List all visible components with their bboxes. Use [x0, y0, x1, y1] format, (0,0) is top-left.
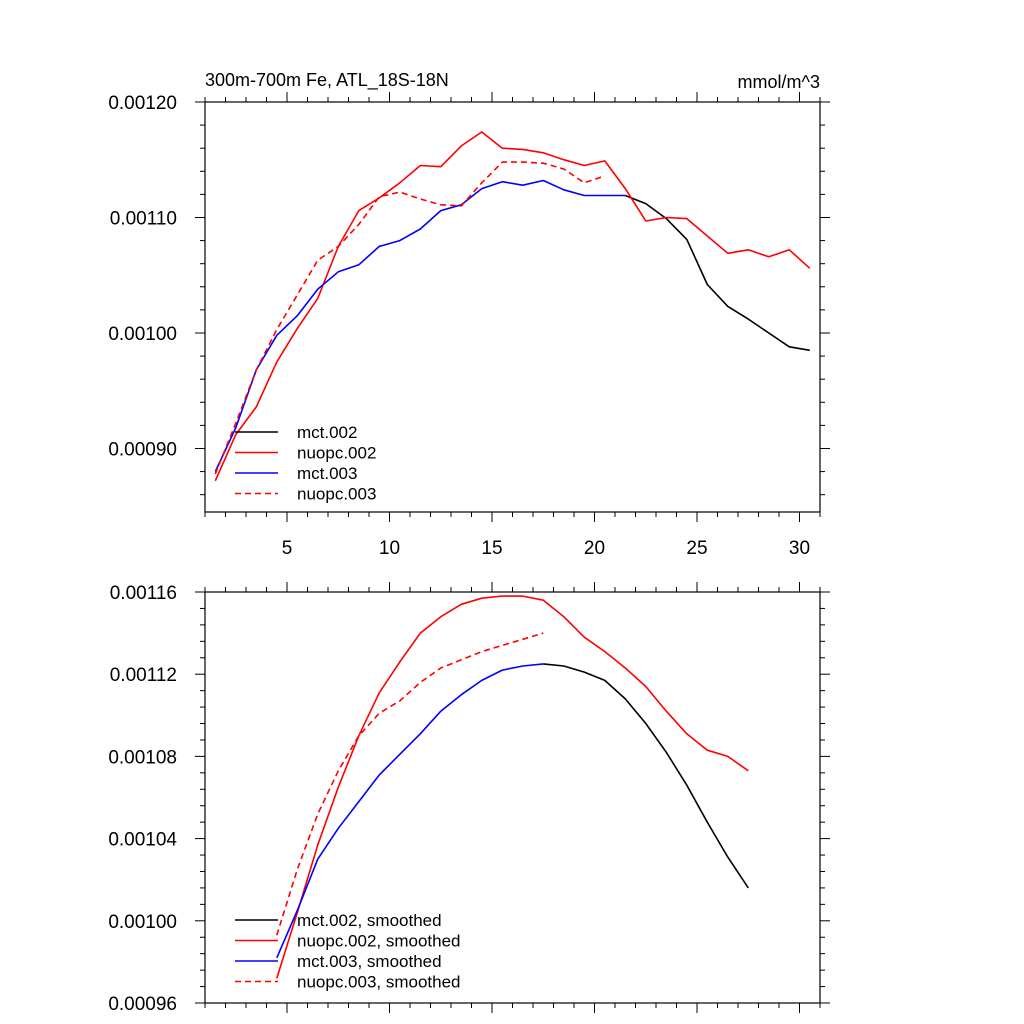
panel-2: 0.00096 0.00100 0.00104 0.00108 0.00112 0.001…	[108, 582, 830, 1015]
y-axis-ticks	[195, 101, 830, 496]
legend: mct.002, smoothed nuopc.002, smoothedmct.…	[235, 911, 461, 992]
y-tick-label: 0.00108	[108, 747, 177, 768]
series-line-mct-003-smoothed	[276, 663, 544, 959]
series-line-nuopc-002-smoothed	[276, 595, 749, 979]
series-line-mct-002	[625, 194, 810, 352]
x-tick-label: 25	[686, 538, 707, 559]
series-line-mct-002-smoothed	[543, 663, 749, 889]
legend-label: mct.003, smoothed	[297, 952, 442, 971]
y-tick-label: 0.00104	[108, 830, 177, 851]
y-tick-label: 0.00100	[108, 912, 177, 933]
x-tick-label: 15	[481, 538, 502, 559]
x-tick-label: 10	[379, 538, 400, 559]
y-axis-ticks	[195, 591, 830, 1004]
x-axis-ticks	[204, 92, 821, 522]
panel-1: 5 10 15 20 25 30 0.00090 0.00100 0.00110 0.00120 3…	[108, 70, 830, 559]
legend-label: mct.002, smoothed	[297, 911, 442, 930]
y-tick-label: 0.00112	[110, 665, 177, 686]
legend-label: nuopc.002	[297, 444, 376, 463]
y-tick-label: 0.00110	[110, 208, 177, 229]
legend-label: mct.003	[297, 464, 357, 483]
chart-title: 300m-700m Fe, ATL_18S-18N	[205, 70, 449, 91]
legend-label: nuopc.003	[297, 485, 376, 504]
y-tick-label: 0.00116	[110, 583, 177, 604]
legend-label: nuopc.003, smoothed	[297, 973, 461, 992]
series-line-nuopc-003-smoothed	[276, 632, 544, 936]
legend-label: mct.002	[297, 423, 357, 442]
series-line-nuopc-002	[214, 131, 811, 482]
chart-units: mmol/m^3	[738, 72, 820, 92]
x-tick-label: 20	[584, 538, 605, 559]
y-tick-label: 0.00100	[108, 324, 177, 345]
y-tick-label: 0.00090	[108, 439, 177, 460]
series-line-mct-003	[214, 179, 626, 472]
series-line-nuopc-003	[214, 161, 606, 475]
x-axis-ticks	[204, 582, 821, 1013]
legend-label: nuopc.002, smoothed	[297, 932, 461, 951]
x-tick-label: 30	[789, 538, 810, 559]
y-tick-label: 0.00096	[108, 994, 177, 1015]
x-tick-label: 5	[282, 538, 293, 559]
y-tick-label: 0.00120	[108, 93, 177, 114]
